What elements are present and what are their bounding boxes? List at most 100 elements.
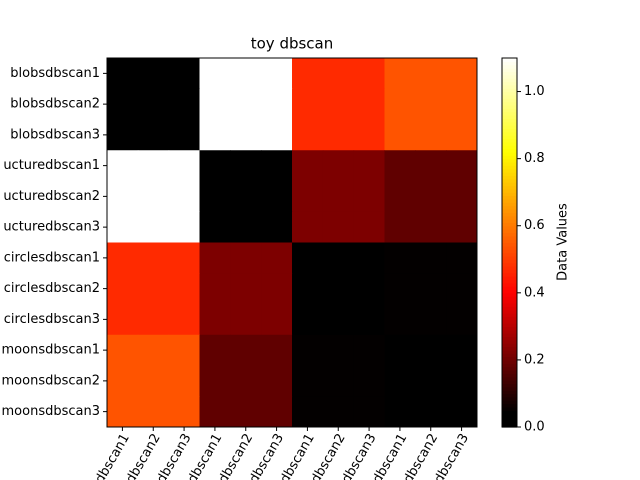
colorbar-swatch: [502, 121, 517, 126]
colorbar-swatch: [502, 359, 517, 364]
y-tick-label: ucturedbscan1: [3, 158, 100, 173]
colorbar-swatch: [502, 286, 517, 291]
heatmap-cell: [415, 396, 447, 428]
heatmap-cell: [415, 181, 447, 213]
heatmap-cell: [230, 273, 262, 305]
heatmap-cell: [322, 396, 355, 428]
heatmap-cell: [353, 365, 385, 397]
heatmap-cell: [168, 334, 200, 366]
heatmap-cell: [446, 365, 478, 397]
heatmap-cell: [168, 150, 200, 182]
y-tick-label: blobsdbscan1: [10, 66, 100, 81]
colorbar-swatch: [502, 138, 517, 143]
chart-title: toy dbscan: [251, 35, 334, 53]
colorbar-swatch: [502, 158, 517, 163]
heatmap-cell: [107, 304, 139, 336]
heatmap-cell: [107, 242, 139, 274]
colorbar-swatch: [502, 58, 517, 62]
heatmap-cell: [446, 242, 478, 274]
heatmap-cell: [199, 242, 231, 274]
colorbar-tick-label: 0.0: [524, 420, 545, 435]
heatmap-cell: [415, 242, 447, 274]
y-tick-label: blobsdbscan2: [10, 97, 100, 112]
y-tick-label: blobsdbscan3: [10, 127, 100, 142]
heatmap-cell: [199, 396, 231, 428]
heatmap-cell: [168, 58, 200, 90]
heatmap-cell: [261, 181, 293, 213]
heatmap-cell: [261, 273, 293, 305]
heatmap-cell: [292, 211, 324, 243]
heatmap-cell: [137, 273, 170, 305]
colorbar-swatch: [502, 195, 517, 200]
colorbar-swatch: [502, 208, 517, 213]
colorbar-swatch: [502, 380, 517, 384]
heatmap-cell: [137, 242, 170, 274]
heatmap-cell: [353, 211, 385, 243]
colorbar-swatch: [502, 118, 517, 123]
colorbar-swatch: [502, 386, 517, 391]
heatmap-cell: [353, 119, 385, 151]
colorbar-swatch: [502, 111, 517, 116]
heatmap-cell: [384, 181, 416, 213]
colorbar-swatch: [502, 115, 517, 119]
colorbar-swatch: [502, 252, 517, 257]
colorbar-swatch: [502, 259, 517, 264]
colorbar-swatch: [502, 212, 517, 217]
heatmap-cell: [261, 242, 293, 274]
colorbar-swatch: [502, 420, 517, 425]
heatmap-cell: [230, 119, 262, 151]
colorbar-swatch: [502, 135, 517, 140]
heatmap-cell: [322, 58, 355, 90]
colorbar-swatch: [502, 349, 517, 354]
heatmap-cell: [446, 334, 478, 366]
heatmap-cell: [168, 365, 200, 397]
heatmap-cell: [107, 273, 139, 305]
heatmap-cell: [230, 88, 262, 120]
heatmap-cell: [292, 88, 324, 120]
colorbar-swatch: [502, 232, 517, 237]
heatmap-cell: [322, 273, 355, 305]
heatmap-cell: [107, 334, 139, 366]
heatmap-cell: [384, 273, 416, 305]
heatmap-cell: [446, 273, 478, 305]
heatmap-cell: [353, 242, 385, 274]
x-tick-label: blobsdbscan1: [75, 431, 133, 480]
colorbar-swatch: [502, 168, 517, 173]
heatmap-cell: [199, 273, 231, 305]
heatmap-cell: [384, 58, 416, 90]
colorbar-swatch: [502, 165, 517, 170]
y-tick-label: moonsdbscan3: [2, 404, 100, 419]
colorbar-swatch: [502, 172, 517, 177]
heatmap-cell: [384, 396, 416, 428]
heatmap-cell: [199, 304, 231, 336]
heatmap-cell: [107, 211, 139, 243]
colorbar-swatch: [502, 68, 517, 73]
heatmap-cell: [322, 334, 355, 366]
colorbar-swatch: [502, 145, 517, 150]
colorbar-swatch: [502, 108, 517, 113]
colorbar-swatch: [502, 229, 517, 234]
heatmap-cell: [384, 242, 416, 274]
colorbar-swatch: [502, 329, 517, 334]
colorbar-swatch: [502, 400, 517, 405]
colorbar-tick-label: 1.0: [524, 84, 545, 99]
colorbar-swatch: [502, 64, 517, 69]
heatmap-cell: [322, 150, 355, 182]
heatmap-cell: [353, 58, 385, 90]
heatmap-cell: [292, 181, 324, 213]
heatmap-cell: [107, 181, 139, 213]
heatmap-cell: [446, 211, 478, 243]
colorbar-swatch: [502, 363, 517, 368]
colorbar-swatch: [502, 326, 517, 331]
colorbar-swatch: [502, 406, 517, 411]
colorbar-swatch: [502, 215, 517, 220]
heatmap-cell: [261, 119, 293, 151]
colorbar-swatch: [502, 306, 517, 311]
heatmap-cell: [415, 88, 447, 120]
plot-frame: [106, 57, 478, 428]
colorbar-swatch: [502, 269, 517, 274]
heatmap-cell: [292, 273, 324, 305]
colorbar-swatch: [502, 61, 517, 66]
colorbar-swatch: [502, 336, 517, 341]
heatmap-cell: [168, 242, 200, 274]
